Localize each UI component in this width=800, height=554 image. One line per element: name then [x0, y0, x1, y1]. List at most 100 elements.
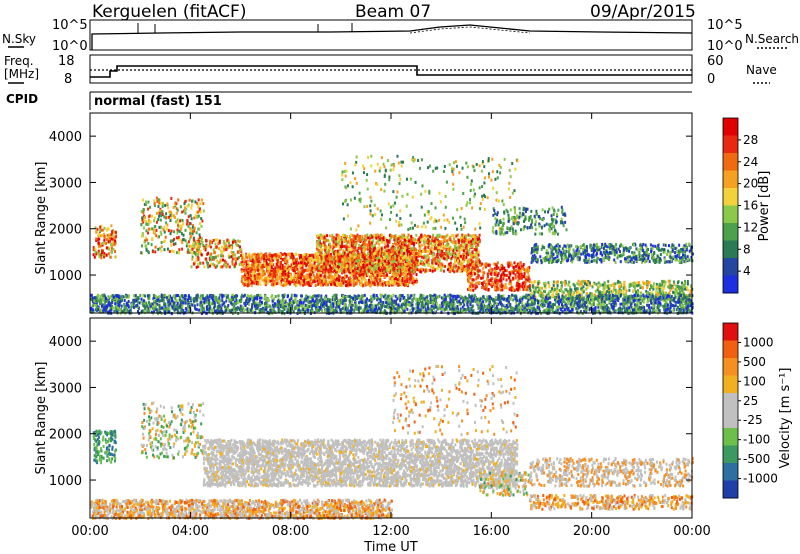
scatter-cell [333, 251, 336, 255]
scatter-cell [342, 278, 345, 282]
scatter-cell [205, 260, 208, 264]
scatter-cell [259, 269, 262, 273]
scatter-cell [502, 217, 505, 221]
scatter-cell [414, 279, 417, 283]
scatter-cell [236, 257, 239, 261]
scatter-cell [349, 261, 352, 265]
scatter-cell [203, 265, 206, 269]
scatter-cell [197, 245, 200, 249]
scatter-cell [513, 261, 516, 265]
scatter-cell [371, 261, 374, 265]
scatter-cell [189, 227, 192, 231]
scatter-cell [230, 245, 233, 249]
scatter-cell [177, 237, 180, 241]
scatter-cell [197, 262, 200, 266]
scatter-cell [92, 246, 95, 250]
scatter-cell [212, 262, 215, 266]
scatter-cell [344, 280, 347, 284]
scatter-cell [538, 224, 541, 228]
scatter-cell [244, 260, 247, 264]
scatter-cell [526, 225, 529, 229]
scatter-cell [163, 215, 166, 219]
scatter-cell [392, 267, 395, 271]
scatter-cell [153, 219, 156, 223]
scatter-cell [261, 276, 264, 280]
scatter-cell [486, 196, 489, 200]
scatter-cell [394, 251, 397, 255]
scatter-cell [363, 242, 366, 246]
scatter-cell [403, 280, 406, 284]
scatter-cell [360, 247, 363, 251]
scatter-cell [195, 258, 198, 262]
scatter-cell [496, 176, 499, 180]
scatter-cell [512, 222, 515, 226]
scatter-cell [160, 241, 163, 245]
scatter-cell [305, 273, 308, 277]
scatter-cell [241, 253, 244, 257]
scatter-cell [353, 272, 356, 276]
scatter-cell [299, 261, 302, 265]
scatter-cell [177, 221, 180, 225]
scatter-cell [200, 217, 203, 221]
scatter-cell [521, 285, 524, 289]
scatter-cell [443, 251, 446, 255]
scatter-cell [298, 272, 301, 276]
scatter-cell [273, 279, 276, 283]
scatter-cell [327, 246, 330, 250]
scatter-cell [363, 273, 366, 277]
scatter-cell [293, 274, 296, 278]
scatter-cell [559, 221, 562, 225]
scatter-cell [225, 260, 228, 264]
scatter-cell [186, 250, 189, 254]
scatter-cell [379, 283, 382, 287]
scatter-cell [364, 283, 367, 287]
scatter-cell [269, 254, 272, 258]
scatter-cell [390, 280, 393, 284]
scatter-cell [433, 268, 436, 272]
scatter-cell [99, 234, 102, 238]
scatter-cell [343, 244, 346, 248]
scatter-cell [158, 214, 161, 218]
scatter-cell [336, 265, 339, 269]
scatter-cell [418, 244, 421, 248]
scatter-cell [160, 201, 163, 205]
scatter-cell [472, 235, 475, 239]
scatter-cell [281, 277, 284, 281]
scatter-cell [160, 214, 163, 218]
scatter-cell [147, 218, 150, 222]
scatter-cell [375, 241, 378, 245]
scatter-cell [247, 260, 250, 264]
scatter-cell [207, 265, 210, 269]
scatter-cell [195, 210, 198, 214]
scatter-cell [311, 270, 314, 274]
scatter-cell [374, 273, 377, 277]
scatter-cell [505, 278, 508, 282]
scatter-cell [306, 274, 309, 278]
scatter-cell [396, 244, 399, 248]
scatter-cell [316, 245, 319, 249]
scatter-cell [510, 285, 513, 289]
scatter-cell [449, 270, 452, 274]
scatter-cell [316, 240, 319, 244]
scatter-cell [511, 161, 514, 165]
scatter-cell [145, 245, 148, 249]
scatter-cell [212, 255, 215, 259]
scatter-cell [540, 226, 543, 230]
scatter-cell [397, 241, 400, 245]
scatter-cell [447, 252, 450, 256]
scatter-cell [222, 254, 225, 258]
scatter-cell [454, 241, 457, 245]
scatter-cell [521, 282, 524, 286]
scatter-cell [408, 272, 411, 276]
scatter-cell [549, 223, 552, 227]
scatter-cell [373, 203, 376, 207]
scatter-cell [235, 241, 238, 245]
scatter-cell [190, 203, 193, 207]
scatter-cell [311, 277, 314, 281]
scatter-cell [410, 177, 413, 181]
scatter-cell [440, 225, 443, 229]
scatter-cell [357, 224, 360, 228]
scatter-cell [184, 211, 187, 215]
scatter-cell [267, 269, 270, 273]
scatter-cell [528, 218, 531, 222]
